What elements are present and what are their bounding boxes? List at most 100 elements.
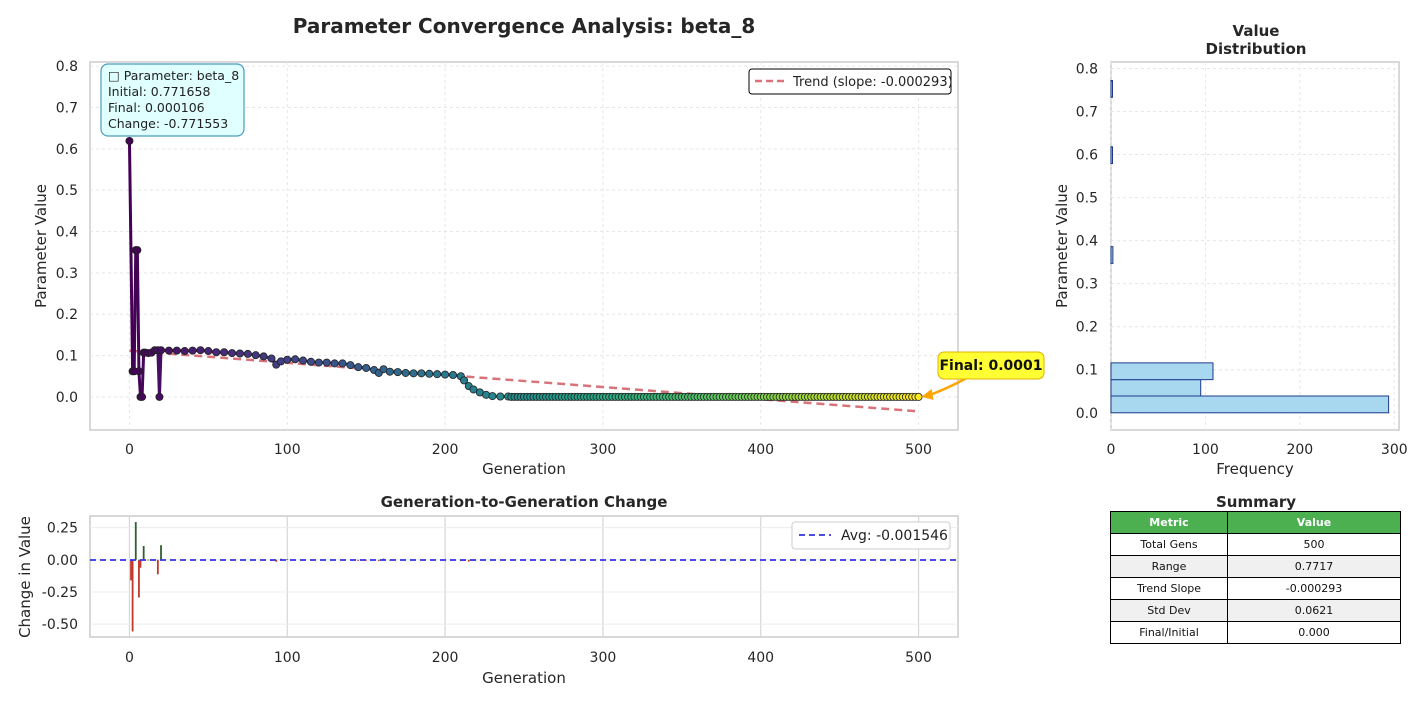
hist-x-axis-label: Frequency [1216,460,1294,478]
main-data-point [291,355,300,364]
info-final: Final: 0.000106 [108,100,205,115]
change-x-tick-label: 400 [747,650,774,666]
main-gridlines [90,62,958,430]
change-bar [357,559,360,561]
trend-legend-label: Trend (slope: -0.000293) [792,75,953,90]
change-x-tick-label: 100 [274,650,301,666]
hist-x-tick-label: 200 [1286,442,1313,458]
main-data-point [433,370,442,379]
main-data-point [401,368,410,377]
main-data-point [914,392,923,401]
hist-x-tick-label: 0 [1107,442,1116,458]
summary-title: Summary [1216,493,1296,511]
main-series-segment [132,248,138,373]
summary-metric: Std Dev [1110,599,1228,622]
change-bar [365,559,368,561]
summary-header-metric: Metric [1110,511,1228,534]
change-y-axis-label: Change in Value [16,516,34,638]
main-data-point [330,359,339,368]
final-annotation-label: Final: 0.0001 [939,358,1042,374]
main-series-segment [137,369,143,399]
main-y-tick-label: 0.3 [56,266,78,282]
hist-x-tick-label: 300 [1381,442,1408,458]
convergence-plot: 0.0 0.1 0.2 0.3 0.4 0.5 0.6 0.7 0.8 0 100 200 300 40… [32,59,1045,478]
change-x-tick-label: 500 [905,650,932,666]
main-x-ticks: 0 100 200 300 400 500 [125,442,932,458]
main-y-tick-label: 0.4 [56,225,78,241]
generation-change-plot: Generation-to-Generation Change -0.50-0.… [16,493,959,687]
hist-x-tick-label: 100 [1192,442,1219,458]
hist-x-ticks: 0 100 200 300 [1107,442,1408,458]
main-data-point [243,349,252,358]
hist-y-tick-label: 0.0 [1076,406,1098,422]
main-data-point [155,392,164,401]
hist-title-line2: Distribution [1206,40,1307,58]
hist-bar [1110,379,1202,397]
main-data-point [134,367,143,376]
main-data-point [212,348,221,357]
main-data-point [164,346,173,355]
hist-bar [1110,362,1214,381]
change-bar [147,559,150,561]
summary-metric: Total Gens [1110,533,1228,556]
main-data-point [460,376,469,385]
change-x-tick-label: 300 [590,650,617,666]
change-bar [160,545,162,560]
summary-row: Final/Initial 0.000 [1110,621,1401,644]
main-data-point [133,246,142,255]
final-annotation-arrowhead [921,388,934,400]
main-data-point [204,347,213,356]
change-x-axis-label: Generation [482,669,566,687]
main-data-point [125,136,134,145]
avg-legend-label: Avg: -0.001546 [841,528,948,544]
change-x-tick-label: 200 [432,650,459,666]
main-data-point [299,356,308,365]
main-data-point [267,354,276,363]
avg-legend: Avg: -0.001546 [791,521,951,550]
main-series-segment [127,139,135,373]
main-data-point [354,363,363,372]
trend-legend: Trend (slope: -0.000293) [748,68,953,95]
hist-y-tick-label: 0.7 [1076,104,1098,120]
main-series-segment [157,348,163,399]
summary-metric: Final/Initial [1110,621,1228,644]
summary-value: 0.0621 [1227,599,1401,622]
summary-value: -0.000293 [1227,577,1401,600]
main-y-tick-label: 0.0 [56,390,78,406]
hist-y-ticks: 0.0 0.1 0.2 0.3 0.4 0.5 0.6 0.7 0.8 [1076,61,1098,421]
info-change: Change: -0.771553 [108,116,228,131]
main-y-ticks: 0.0 0.1 0.2 0.3 0.4 0.5 0.6 0.7 0.8 [56,59,78,406]
main-data-point [322,358,331,367]
hist-title-line1: Value [1233,22,1280,40]
main-x-axis-label: Generation [482,460,566,478]
summary-value: 500 [1227,533,1401,556]
summary-metric: Trend Slope [1110,577,1228,600]
main-data-point [362,363,371,372]
hist-y-tick-label: 0.2 [1076,320,1098,336]
main-y-tick-label: 0.8 [56,59,78,75]
hist-y-tick-label: 0.6 [1076,148,1098,164]
main-y-tick-label: 0.5 [56,183,78,199]
change-bar [377,559,380,561]
change-bar [156,559,159,575]
hist-bars [1110,80,1390,414]
change-bar [130,559,132,581]
summary-header-row: Metric Value [1110,511,1401,534]
main-data-point [259,352,268,361]
change-y-ticks: -0.50 -0.25 0.00 0.25 [42,521,78,634]
change-title: Generation-to-Generation Change [381,493,668,511]
main-series-segment [140,351,146,399]
change-y-tick-label: -0.50 [42,617,78,633]
hist-bar [1110,395,1390,414]
summary-header-value: Value [1227,511,1401,534]
hist-y-tick-label: 0.5 [1076,191,1098,207]
main-data-point [417,369,426,378]
main-data-point [180,347,189,356]
change-bar [139,559,142,568]
main-data-point [338,359,347,368]
main-y-tick-label: 0.7 [56,100,78,116]
info-initial: Initial: 0.771658 [108,84,210,99]
main-x-tick-label: 400 [747,442,774,458]
change-bar [467,559,470,562]
